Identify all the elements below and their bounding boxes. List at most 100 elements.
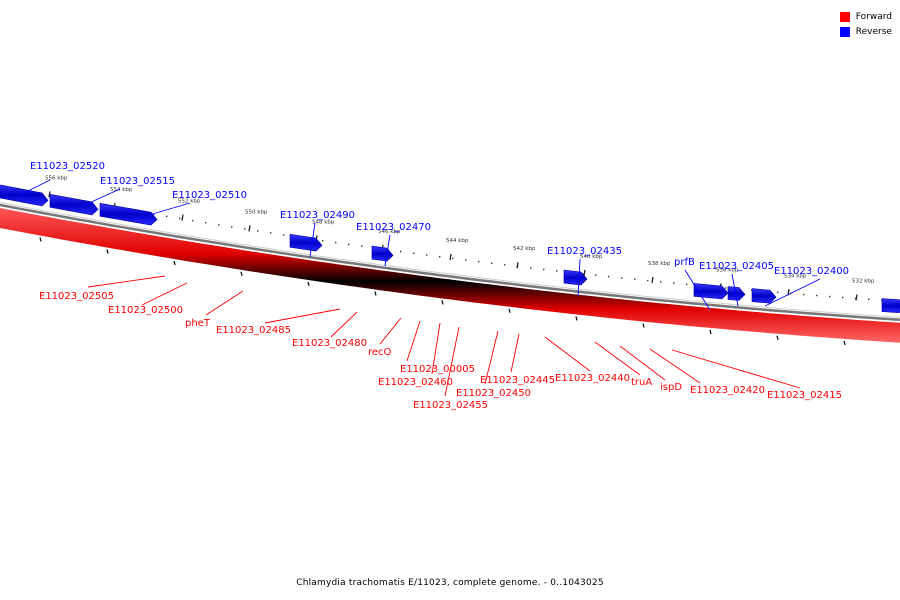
reverse-gene-feature[interactable] — [727, 286, 746, 301]
forward-gene-label[interactable]: E11023_02460 — [378, 377, 453, 388]
scale-major-tick — [181, 214, 184, 221]
scale-tick-label: 556 kbp — [45, 175, 68, 181]
scale-minor-tick — [543, 268, 545, 271]
strand-tick — [709, 329, 712, 335]
gene-leader-line — [309, 222, 316, 258]
reverse-gene-feature[interactable] — [693, 283, 729, 300]
legend-label: Forward — [855, 11, 892, 22]
forward-gene-label[interactable]: E11023_00005 — [400, 364, 475, 375]
gene-leader-line — [619, 345, 666, 381]
gene-leader-line — [510, 333, 520, 373]
reverse-gene-label[interactable]: E11023_02405 — [699, 261, 774, 272]
strand-tick — [575, 316, 578, 321]
forward-gene-label[interactable]: E11023_02485 — [216, 325, 291, 336]
scale-tick-label: 554 kbp — [110, 187, 133, 193]
scale-minor-tick — [205, 222, 207, 224]
strand-tick — [843, 340, 846, 346]
forward-gene-label[interactable]: pheT — [185, 318, 211, 329]
gene-leader-line — [764, 278, 821, 307]
gene-leader-line — [671, 349, 801, 389]
reverse-gene-label[interactable]: prfB — [674, 257, 695, 268]
forward-gene-label[interactable]: E11023_02480 — [292, 338, 367, 349]
scale-minor-tick — [452, 257, 454, 260]
legend: Forward Reverse — [839, 9, 892, 39]
forward-gene-label[interactable]: E11023_02415 — [767, 390, 842, 401]
scale-tick-label: 536 kbp — [716, 267, 739, 273]
scale-minor-tick — [803, 293, 805, 296]
scale-minor-tick — [465, 259, 467, 261]
forward-gene-label[interactable]: E11023_02440 — [555, 373, 630, 384]
reverse-gene-label[interactable]: E11023_02400 — [774, 266, 849, 277]
gene-leader-line — [330, 311, 358, 338]
reverse-gene-label[interactable]: E11023_02435 — [547, 246, 622, 257]
strand-tick — [240, 271, 243, 276]
scale-minor-tick — [218, 224, 220, 226]
reverse-gene-label[interactable]: E11023_02490 — [280, 210, 355, 221]
reverse-gene-feature[interactable] — [563, 269, 588, 286]
scale-tick-label: 542 kbp — [513, 246, 536, 252]
reverse-gene-feature[interactable] — [289, 233, 323, 252]
gene-leader-line — [649, 348, 701, 384]
reverse-gene-label[interactable]: E11023_02470 — [356, 222, 431, 233]
forward-gene-label[interactable]: E11023_02420 — [690, 385, 765, 396]
scale-major-tick — [516, 262, 519, 269]
legend-item-forward: Forward — [839, 9, 892, 24]
scale-minor-tick — [166, 215, 168, 218]
forward-gene-label[interactable]: E11023_02455 — [413, 400, 488, 411]
reverse-gene-feature[interactable] — [0, 184, 49, 207]
scale-minor-tick — [530, 267, 532, 269]
scale-minor-tick — [829, 295, 831, 298]
scale-minor-tick — [478, 260, 480, 263]
scale-minor-tick — [777, 291, 779, 294]
scale-minor-tick — [491, 262, 493, 264]
scale-minor-tick — [634, 278, 636, 280]
reverse-gene-feature[interactable] — [49, 193, 99, 216]
forward-gene-label[interactable]: E11023_02505 — [39, 291, 114, 302]
genome-backbone-highlight — [0, 201, 900, 318]
forward-gene-label[interactable]: E11023_02450 — [456, 388, 531, 399]
scale-tick-label: 552 kbp — [178, 199, 201, 205]
strand-tick — [39, 237, 42, 242]
scale-minor-tick — [179, 217, 181, 220]
reverse-gene-label[interactable]: E11023_02520 — [30, 161, 105, 172]
forward-gene-label[interactable]: ispD — [660, 382, 682, 393]
forward-gene-label[interactable]: E11023_02445 — [480, 375, 555, 386]
scale-major-tick — [449, 253, 452, 261]
scale-minor-tick — [686, 283, 688, 286]
scale-minor-tick — [244, 228, 246, 230]
reverse-gene-feature[interactable] — [371, 245, 394, 262]
genome-caption: Chlamydia trachomatis E/11023, complete … — [296, 578, 604, 588]
scale-minor-tick — [660, 281, 662, 283]
reverse-gene-feature[interactable] — [751, 288, 777, 304]
reverse-gene-feature[interactable] — [99, 202, 158, 226]
scale-major-tick — [248, 225, 251, 232]
strand-tick — [374, 291, 377, 296]
gene-leader-line — [594, 341, 641, 376]
scale-minor-tick — [816, 294, 818, 297]
strand-tick — [642, 323, 645, 328]
scale-tick-label: 540 kbp — [580, 254, 603, 260]
scale-minor-tick — [231, 226, 233, 228]
scale-tick-label: 538 kbp — [648, 261, 671, 267]
forward-gene-label[interactable]: truA — [631, 377, 652, 388]
gene-leader-line — [205, 290, 244, 316]
forward-gene-label[interactable]: recO — [368, 347, 392, 358]
strand-tick — [106, 249, 109, 254]
scale-minor-tick — [322, 239, 324, 242]
scale-minor-tick — [725, 287, 727, 289]
scale-major-tick — [651, 276, 654, 284]
gene-leader-line — [431, 322, 441, 375]
reverse-gene-label[interactable]: E11023_02510 — [172, 190, 247, 201]
reverse-gene-label[interactable]: E11023_02515 — [100, 176, 175, 187]
strand-tick — [441, 300, 444, 305]
reverse-gene-feature[interactable] — [881, 298, 900, 314]
forward-gene-label[interactable]: E11023_02500 — [108, 305, 183, 316]
scale-minor-tick — [647, 279, 649, 282]
scale-minor-tick — [673, 282, 675, 284]
gene-leader-line — [384, 234, 391, 267]
scale-major-tick — [855, 294, 858, 301]
gene-leader-line — [544, 336, 591, 372]
scale-minor-tick — [426, 254, 428, 256]
forward-strand-band — [0, 208, 900, 343]
